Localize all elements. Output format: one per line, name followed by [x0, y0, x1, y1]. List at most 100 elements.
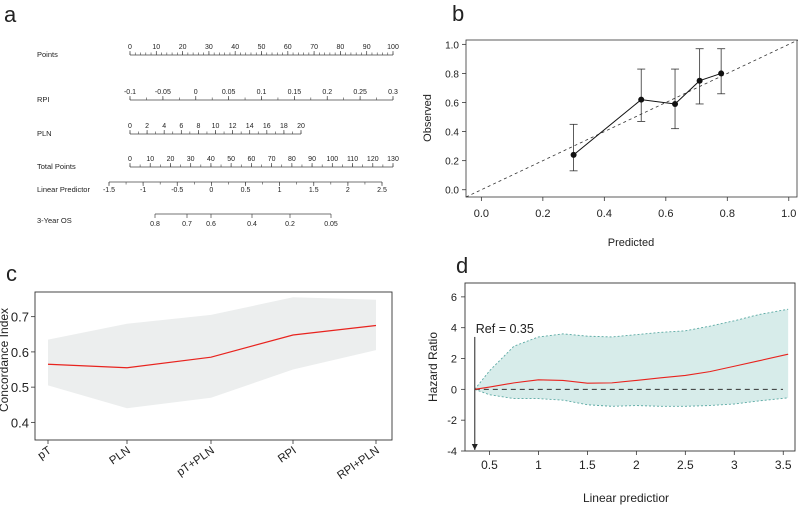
x-tick-label: 3.5: [775, 458, 792, 472]
nomogram-tick-label: 20: [179, 44, 187, 51]
x-tick-label: 0.2: [535, 208, 550, 220]
nomogram-tick-label: 16: [263, 123, 271, 130]
nomogram-tick-label: 12: [229, 123, 237, 130]
nomogram-tick-label: 2: [145, 123, 149, 130]
y-tick-label: 0.4: [445, 128, 459, 139]
nomogram-tick-label: 0.2: [285, 221, 295, 228]
y-axis-title: Observed: [422, 94, 434, 142]
nomogram-tick-label: 6: [179, 123, 183, 130]
nomogram-row-label: PLN: [37, 129, 52, 138]
y-tick-label: 0.4: [11, 415, 29, 430]
x-tick-label: 1.5: [579, 458, 596, 472]
reference-arrow-head: [471, 444, 478, 450]
nomogram-tick-label: 60: [247, 156, 255, 163]
nomogram-tick-label: 80: [288, 156, 296, 163]
nomogram-tick-label: 70: [268, 156, 276, 163]
nomogram-tick-label: 8: [196, 123, 200, 130]
y-tick-label: 0.7: [11, 310, 29, 325]
x-category-label: pT: [36, 445, 54, 463]
nomogram-tick-label: 0: [128, 44, 132, 51]
nomogram-tick-label: 1.5: [309, 187, 319, 194]
calibration-point: [718, 70, 725, 77]
nomogram-tick-label: 100: [326, 156, 338, 163]
y-axis-title: Hazard Ratio: [426, 332, 440, 402]
nomogram-tick-label: 0.4: [247, 221, 257, 228]
nomogram-tick-label: 0.8: [150, 221, 160, 228]
y-tick-label: -4: [447, 446, 457, 458]
nomogram-tick-label: -0.1: [124, 89, 136, 96]
calibration-point: [696, 77, 703, 84]
calibration-reference-line: [465, 39, 798, 198]
nomogram-row-label: Linear Predictor: [37, 185, 90, 194]
x-tick-label: 0.8: [720, 208, 735, 220]
x-tick-label: 0.6: [658, 208, 673, 220]
confidence-band: [474, 309, 789, 407]
y-tick-label: 0.0: [445, 186, 459, 197]
nomogram-row-label: RPI: [37, 95, 50, 104]
confidence-band: [48, 297, 376, 409]
x-category-label: RPI: [276, 445, 299, 466]
nomogram-tick-label: 18: [280, 123, 288, 130]
nomogram-row-label: Total Points: [37, 162, 76, 171]
nomogram-tick-label: 0: [209, 187, 213, 194]
y-tick-label: 0: [451, 384, 457, 396]
nomogram-tick-label: 30: [205, 44, 213, 51]
x-tick-label: 3: [731, 458, 738, 472]
concordance-panel: 0.4 0.5 0.6 0.7 pT PLN pT+PLN RPI RPI+PLN Concord…: [0, 291, 393, 483]
x-tick-label: 0.5: [481, 458, 498, 472]
x-tick-label: 0.0: [474, 208, 489, 220]
nomogram-tick-label: 0.6: [206, 221, 216, 228]
nomogram-tick-label: 60: [284, 44, 292, 51]
nomogram-tick-label: 0.15: [288, 89, 302, 96]
reference-label: Ref = 0.35: [476, 322, 534, 336]
nomogram-tick-label: 120: [367, 156, 379, 163]
nomogram-tick-label: -0.5: [171, 187, 183, 194]
nomogram-tick-label: 0.05: [222, 89, 236, 96]
calibration-panel: 0.0 0.2 0.4 0.6 0.8 1.0 0.0 0.2 0.4 0.6 0.8 1.0 Pred…: [422, 39, 798, 249]
nomogram-tick-label: 1: [278, 187, 282, 194]
x-category-label: PLN: [108, 445, 133, 468]
calibration-plot-frame: [465, 39, 798, 198]
nomogram-tick-label: 2: [346, 187, 350, 194]
nomogram-tick-label: 130: [387, 156, 399, 163]
nomogram-tick-label: 30: [187, 156, 195, 163]
nomogram-tick-label: 40: [207, 156, 215, 163]
nomogram-row-label: 3-Year OS: [37, 216, 72, 225]
nomogram-tick-label: 110: [347, 156, 358, 163]
hazard-plot-frame: [464, 282, 796, 452]
nomogram-tick-label: 80: [337, 44, 345, 51]
panel-label-b: b: [452, 1, 464, 26]
y-tick-label: -2: [447, 415, 457, 427]
panel-label-d: d: [456, 253, 468, 278]
nomogram-tick-label: 0: [128, 123, 132, 130]
nomogram-tick-label: 0.1: [257, 89, 267, 96]
nomogram-tick-label: 90: [363, 44, 371, 51]
y-tick-label: 2: [451, 354, 457, 366]
y-tick-label: 0.8: [445, 69, 459, 80]
nomogram-tick-label: 50: [227, 156, 235, 163]
nomogram-tick-label: 10: [146, 156, 154, 163]
nomogram-tick-label: 0: [128, 156, 132, 163]
x-axis-title: Predicted: [608, 237, 654, 249]
nomogram-tick-label: 10: [152, 44, 160, 51]
calibration-point: [672, 100, 679, 107]
x-category-label: RPI+PLN: [335, 445, 381, 483]
y-tick-label: 0.5: [11, 380, 29, 395]
nomogram-tick-label: 0: [194, 89, 198, 96]
nomogram-tick-label: 0.7: [182, 221, 192, 228]
nomogram-tick-label: 20: [167, 156, 175, 163]
nomogram-tick-label: 0.05: [324, 221, 338, 228]
x-category-label: pT+PLN: [175, 445, 217, 479]
x-tick-label: 1.0: [781, 208, 796, 220]
calibration-point: [570, 151, 577, 158]
panel-label-c: c: [6, 261, 17, 286]
calibration-point: [638, 96, 645, 103]
concordance-plot-frame: [34, 291, 393, 441]
nomogram-row-label: Points: [37, 50, 58, 59]
y-axis-title: Concordance Index: [0, 308, 11, 412]
nomogram-tick-label: -0.05: [155, 89, 171, 96]
x-axis-title: Linear predictior: [583, 491, 669, 505]
nomogram-tick-label: 50: [258, 44, 266, 51]
